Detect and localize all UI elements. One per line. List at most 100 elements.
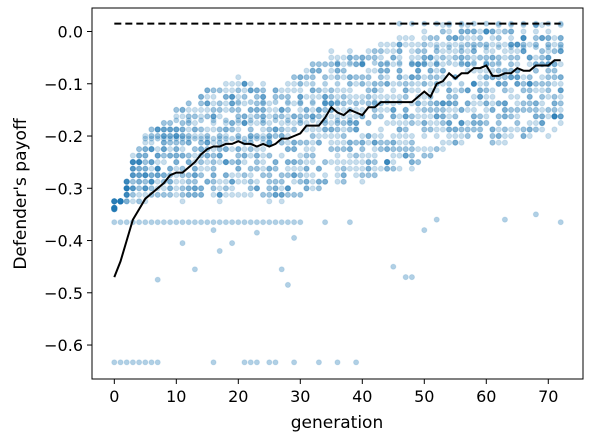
scatter-point: [291, 159, 298, 166]
scatter-point: [278, 152, 285, 159]
scatter-point: [359, 172, 366, 179]
scatter-point: [315, 106, 322, 114]
scatter-point: [545, 54, 552, 61]
scatter-point: [253, 87, 260, 94]
scatter-point: [477, 93, 484, 100]
scatter-point: [185, 100, 192, 107]
scatter-point: [266, 165, 273, 172]
scatter-point: [117, 198, 124, 205]
scatter-point: [117, 198, 124, 205]
scatter-point: [433, 41, 440, 48]
scatter-point: [309, 61, 316, 68]
scatter-point: [470, 119, 477, 127]
scatter-point: [415, 100, 422, 107]
scatter-point: [396, 48, 403, 55]
scatter-point: [198, 185, 205, 192]
scatter-point: [334, 67, 341, 74]
scatter-point: [266, 178, 273, 185]
scatter-point: [260, 152, 267, 159]
scatter-point: [309, 132, 316, 140]
scatter-point: [117, 198, 124, 205]
scatter-point: [241, 178, 248, 185]
scatter-point: [129, 165, 136, 172]
scatter-point: [384, 80, 391, 87]
scatter-point: [191, 126, 198, 133]
scatter-point: [458, 54, 465, 61]
scatter-point: [464, 100, 471, 107]
scatter-point: [253, 132, 260, 140]
scatter-point: [272, 87, 279, 94]
scatter-point: [384, 67, 391, 74]
scatter-point: [545, 80, 552, 87]
scatter-point: [297, 117, 304, 124]
scatter-point: [148, 132, 155, 140]
scatter-point: [167, 132, 174, 140]
scatter-point: [328, 67, 335, 74]
scatter-point: [204, 132, 211, 140]
scatter-point: [291, 359, 298, 366]
scatter-point: [253, 185, 260, 192]
y-axis-ticks: 0.0−0.1−0.2−0.3−0.4−0.5−0.6: [44, 23, 92, 355]
scatter-point: [433, 61, 440, 68]
scatter-point: [284, 99, 291, 106]
scatter-point: [179, 126, 186, 133]
scatter-point: [260, 146, 267, 153]
scatter-point: [303, 172, 310, 179]
scatter-point: [390, 139, 397, 146]
scatter-point: [353, 61, 360, 68]
scatter-point: [489, 139, 496, 146]
scatter-point: [235, 119, 242, 127]
scatter-point: [123, 191, 130, 198]
scatter-point: [272, 117, 279, 124]
scatter-point: [179, 191, 186, 198]
scatter-point: [253, 178, 260, 185]
scatter-point: [260, 135, 267, 142]
scatter-point: [204, 87, 211, 94]
scatter-point: [222, 146, 229, 153]
scatter-point: [322, 100, 329, 107]
scatter-point: [167, 185, 174, 192]
scatter-point: [483, 106, 490, 114]
scatter-point: [322, 61, 329, 68]
scatter-point: [260, 132, 267, 140]
scatter-point: [297, 99, 304, 106]
scatter-point: [539, 93, 546, 100]
scatter-point: [315, 165, 322, 172]
scatter-point: [464, 28, 471, 35]
scatter-point: [557, 74, 564, 81]
scatter-point: [167, 219, 174, 226]
scatter-point: [198, 146, 205, 153]
scatter-point: [489, 126, 496, 133]
scatter-point: [452, 61, 459, 68]
scatter-point: [185, 159, 192, 166]
scatter-point: [501, 106, 508, 114]
scatter-point: [408, 159, 415, 166]
scatter-point: [142, 178, 149, 185]
scatter-point: [495, 80, 502, 87]
scatter-point: [154, 276, 161, 283]
scatter-point: [235, 113, 242, 120]
scatter-point: [136, 185, 143, 192]
scatter-point: [129, 172, 136, 179]
scatter-point: [421, 28, 428, 35]
scatter-point: [142, 159, 149, 166]
scatter-point: [557, 106, 564, 114]
scatter-point: [210, 126, 217, 133]
scatter-point: [470, 54, 477, 61]
scatter-point: [136, 359, 143, 366]
scatter-point: [266, 191, 273, 198]
scatter-point: [427, 74, 434, 81]
scatter-point: [129, 165, 136, 172]
scatter-point: [396, 61, 403, 68]
scatter-point: [117, 198, 124, 205]
scatter-point: [235, 132, 242, 140]
scatter-point: [136, 185, 143, 192]
scatter-point: [539, 119, 546, 127]
scatter-point: [198, 139, 205, 146]
scatter-point: [452, 87, 459, 94]
scatter-point: [266, 152, 273, 159]
scatter-point: [117, 198, 124, 205]
scatter-point: [167, 126, 174, 133]
scatter-point: [117, 198, 124, 205]
scatter-point: [278, 266, 285, 273]
